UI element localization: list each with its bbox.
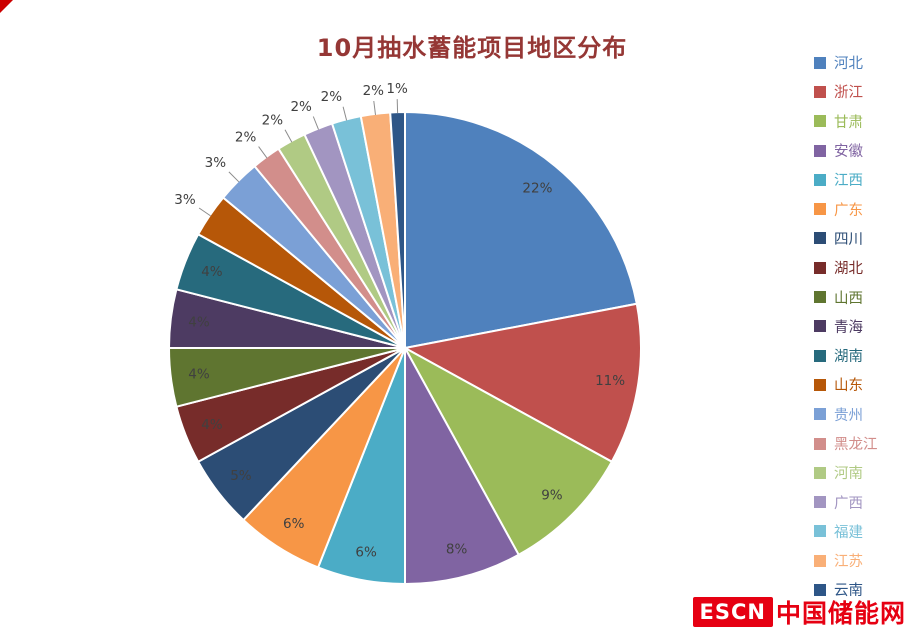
data-label-12: 3% <box>174 192 196 208</box>
data-label-9: 4% <box>188 367 210 383</box>
legend-label: 山东 <box>834 378 863 395</box>
legend-swatch <box>814 203 826 216</box>
pie-slice-3 <box>402 345 614 557</box>
data-label-15: 2% <box>262 112 284 128</box>
legend-label: 云南 <box>834 583 863 600</box>
escn-watermark: ESCN 中国储能网 <box>692 594 906 630</box>
legend-item-6: 广东 <box>814 194 878 223</box>
legend-item-17: 福建 <box>814 517 878 546</box>
leader-line-18 <box>373 100 376 115</box>
legend-item-1: 河北 <box>814 48 878 77</box>
legend-swatch <box>814 115 826 128</box>
data-label-13: 3% <box>205 155 227 171</box>
legend-label: 广东 <box>834 202 863 219</box>
legend-label: 福建 <box>834 524 863 541</box>
legend-swatch <box>814 144 826 157</box>
legend-label: 湖南 <box>834 349 863 366</box>
legend-swatch <box>814 232 826 245</box>
data-label-17: 2% <box>321 89 343 105</box>
legend-swatch <box>814 554 826 567</box>
legend-item-14: 黑龙江 <box>814 429 878 458</box>
leader-line-14 <box>258 146 268 159</box>
leader-line-13 <box>228 171 240 183</box>
legend-label: 黑龙江 <box>834 437 878 453</box>
site-name-text: 中国储能网 <box>775 599 906 628</box>
data-label-18: 2% <box>363 83 385 99</box>
data-label-19: 1% <box>386 81 408 97</box>
legend-item-9: 山西 <box>814 282 878 311</box>
legend-item-19: 云南 <box>814 575 878 604</box>
data-label-3: 9% <box>541 487 563 503</box>
legend-label: 浙江 <box>834 85 863 102</box>
legend-item-16: 广西 <box>814 487 878 516</box>
legend-swatch <box>814 466 826 479</box>
legend-item-15: 河南 <box>814 458 878 487</box>
legend-swatch <box>814 378 826 391</box>
legend-swatch <box>814 291 826 304</box>
data-label-7: 5% <box>230 468 252 484</box>
chart-legend: 河北浙江甘肃安徽江西广东四川湖北山西青海湖南山东贵州黑龙江河南广西福建江苏云南 <box>814 48 878 605</box>
data-label-14: 2% <box>235 129 257 145</box>
pie-slice-2 <box>402 302 642 464</box>
legend-swatch <box>814 525 826 538</box>
legend-item-12: 山东 <box>814 370 878 399</box>
legend-swatch <box>814 85 826 98</box>
legend-item-3: 甘肃 <box>814 107 878 136</box>
legend-swatch <box>814 583 826 596</box>
data-label-16: 2% <box>290 99 312 115</box>
legend-item-11: 湖南 <box>814 341 878 370</box>
legend-swatch <box>814 349 826 362</box>
data-label-11: 4% <box>201 264 223 280</box>
legend-swatch <box>814 261 826 274</box>
data-label-5: 6% <box>355 545 377 561</box>
data-label-6: 6% <box>283 516 305 532</box>
legend-item-5: 江西 <box>814 165 878 194</box>
legend-label: 贵州 <box>834 407 863 424</box>
legend-label: 湖北 <box>834 261 863 278</box>
legend-label: 甘肃 <box>834 114 863 131</box>
legend-label: 广西 <box>834 495 863 512</box>
legend-swatch <box>814 408 826 421</box>
data-label-8: 4% <box>201 417 223 433</box>
escn-logo: ESCN <box>692 597 773 627</box>
legend-swatch <box>814 437 826 450</box>
legend-item-18: 江苏 <box>814 546 878 575</box>
legend-label: 山西 <box>834 290 863 307</box>
legend-item-2: 浙江 <box>814 77 878 106</box>
legend-item-8: 湖北 <box>814 253 878 282</box>
legend-swatch <box>814 173 826 186</box>
leader-line-16 <box>312 116 319 130</box>
data-label-10: 4% <box>188 315 210 331</box>
legend-label: 河北 <box>834 56 863 73</box>
legend-swatch <box>814 496 826 509</box>
legend-item-7: 四川 <box>814 224 878 253</box>
pie-slice-1 <box>404 110 638 350</box>
legend-swatch <box>814 320 826 333</box>
legend-item-4: 安徽 <box>814 136 878 165</box>
legend-label: 江西 <box>834 173 863 190</box>
corner-mark <box>0 0 13 13</box>
legend-label: 安徽 <box>834 144 863 161</box>
data-label-4: 8% <box>446 542 468 558</box>
chart-title: 10月抽水蓄能项目地区分布 <box>316 34 628 62</box>
leader-line-17 <box>342 106 348 121</box>
data-label-1: 22% <box>522 181 552 197</box>
legend-label: 青海 <box>834 319 863 336</box>
leader-line-12 <box>198 207 211 217</box>
legend-label: 江苏 <box>834 554 863 571</box>
legend-item-13: 贵州 <box>814 400 878 429</box>
legend-item-10: 青海 <box>814 312 878 341</box>
legend-label: 四川 <box>834 231 863 248</box>
data-label-2: 11% <box>595 373 625 389</box>
legend-swatch <box>814 56 826 69</box>
legend-label: 河南 <box>834 466 863 483</box>
leader-line-15 <box>284 129 293 143</box>
pie-slice-4 <box>404 347 521 586</box>
